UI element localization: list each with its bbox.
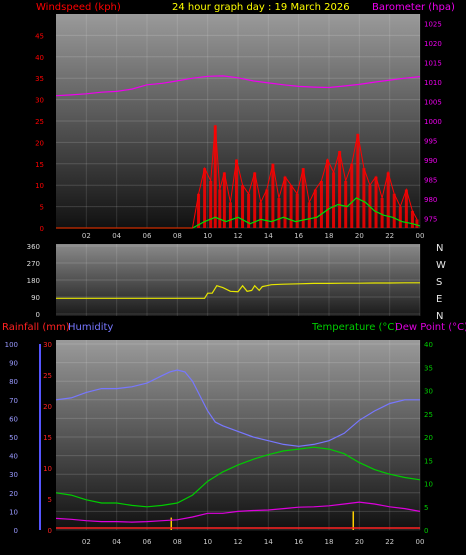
direction-tick-label: 360 <box>27 243 40 251</box>
wind-tick-label: 40 <box>35 54 44 62</box>
wind-tick-label: 20 <box>35 139 44 147</box>
barometer-axis-label: Barometer (hpa) <box>372 2 455 13</box>
temperature-tick-label: 25 <box>424 411 433 419</box>
temp-x-tick-label: 22 <box>385 538 394 546</box>
wind-ticks: 0 5 10 15 20 25 30 35 40 45 <box>35 32 44 233</box>
humidity-tick-label: 60 <box>9 415 18 423</box>
wind-x-tick-label: 00 <box>416 232 425 240</box>
compass-label: S <box>436 277 442 288</box>
barometer-ticks: 975 980 985 990 995 1000 1005 1010 1015 1020 1025 <box>424 21 442 224</box>
temp-x-tick-label: 20 <box>355 538 364 546</box>
wind-tick-label: 5 <box>40 204 44 212</box>
rainfall-tick-label: 10 <box>43 465 52 473</box>
temperature-tick-label: 15 <box>424 457 433 465</box>
wind-axis-label: Windspeed (kph) <box>36 2 121 13</box>
humidity-tick-label: 10 <box>9 508 18 516</box>
wind-x-tick-label: 02 <box>82 232 91 240</box>
direction-tick-label: 90 <box>31 294 40 302</box>
compass-label: W <box>436 260 446 271</box>
humidity-tick-label: 100 <box>5 341 18 349</box>
rainfall-tick-label: 15 <box>43 434 52 442</box>
wind-tick-label: 10 <box>35 182 44 190</box>
rainfall-axis-label: Rainfall (mm) <box>2 322 70 333</box>
wind-x-tick-label: 06 <box>143 232 152 240</box>
rainfall-tick-label: 5 <box>48 496 52 504</box>
wind-x-tick-label: 14 <box>264 232 273 240</box>
compass-label: E <box>436 294 442 305</box>
temperature-tick-label: 0 <box>424 527 428 535</box>
chart-title: 24 hour graph day : 19 March 2026 <box>172 2 350 13</box>
barometer-tick-label: 1005 <box>424 99 442 107</box>
wind-x-tick-label: 18 <box>325 232 334 240</box>
rainfall-tick-label: 30 <box>43 341 52 349</box>
temperature-ticks: 0 5 10 15 20 25 30 35 40 <box>424 341 433 535</box>
barometer-tick-label: 990 <box>424 157 437 165</box>
direction-tick-label: 270 <box>27 260 40 268</box>
rainfall-ticks: 0 5 10 15 20 25 30 <box>43 341 52 535</box>
direction-ticks: 0 90 180 270 360 <box>27 243 40 319</box>
temp-x-tick-label: 14 <box>264 538 273 546</box>
barometer-tick-label: 1025 <box>424 21 442 29</box>
humidity-tick-label: 20 <box>9 490 18 498</box>
humidity-tick-label: 50 <box>9 434 18 442</box>
temp-x-tick-label: 08 <box>173 538 182 546</box>
temperature-tick-label: 10 <box>424 481 433 489</box>
rainfall-tick-label: 25 <box>43 372 52 380</box>
humidity-tick-label: 90 <box>9 360 18 368</box>
temp-panel-x-ticks: 02 04 06 08 10 12 14 16 18 20 22 00 <box>82 538 425 546</box>
humidity-ticks: 0 10 20 30 40 50 60 70 80 90 100 <box>5 341 18 535</box>
dewpoint-axis-label: Dew Point (°C) <box>395 322 466 333</box>
barometer-tick-label: 1020 <box>424 40 442 48</box>
compass-label: N <box>436 243 443 254</box>
direction-tick-label: 180 <box>27 277 40 285</box>
rainfall-tick-label: 0 <box>48 527 52 535</box>
temperature-tick-label: 5 <box>424 504 428 512</box>
temperature-tick-label: 35 <box>424 364 433 372</box>
wind-tick-label: 45 <box>35 32 44 40</box>
wind-tick-label: 15 <box>35 161 44 169</box>
wind-x-tick-label: 22 <box>385 232 394 240</box>
humidity-axis-label: Humidity <box>68 322 113 333</box>
wind-tick-label: 0 <box>40 225 44 233</box>
wind-tick-label: 25 <box>35 118 44 126</box>
barometer-tick-label: 1000 <box>424 118 442 126</box>
humidity-tick-label: 30 <box>9 471 18 479</box>
wind-x-tick-label: 12 <box>234 232 243 240</box>
humidity-tick-label: 80 <box>9 378 18 386</box>
wind-x-tick-label: 08 <box>173 232 182 240</box>
barometer-tick-label: 985 <box>424 176 437 184</box>
wind-panel-x-ticks: 02 04 06 08 10 12 14 16 18 20 22 00 <box>82 232 425 240</box>
barometer-tick-label: 975 <box>424 215 437 223</box>
temp-x-tick-label: 12 <box>234 538 243 546</box>
temperature-tick-label: 40 <box>424 341 433 349</box>
temperature-axis-label: Temperature (°C) <box>311 322 398 333</box>
temperature-tick-label: 30 <box>424 388 433 396</box>
barometer-tick-label: 1010 <box>424 79 442 87</box>
temp-x-tick-label: 00 <box>416 538 425 546</box>
wind-x-tick-label: 16 <box>294 232 303 240</box>
temperature-tick-label: 20 <box>424 434 433 442</box>
humidity-tick-label: 70 <box>9 397 18 405</box>
wind-tick-label: 30 <box>35 97 44 105</box>
temp-x-tick-label: 18 <box>325 538 334 546</box>
wind-x-tick-label: 04 <box>112 232 121 240</box>
wind-tick-label: 35 <box>35 75 44 83</box>
humidity-tick-label: 0 <box>14 527 18 535</box>
barometer-tick-label: 980 <box>424 196 437 204</box>
temp-x-tick-label: 06 <box>143 538 152 546</box>
compass-label: N <box>436 311 443 322</box>
barometer-tick-label: 995 <box>424 137 437 145</box>
direction-tick-label: 0 <box>36 311 40 319</box>
barometer-tick-label: 1015 <box>424 60 442 68</box>
temp-x-tick-label: 10 <box>203 538 212 546</box>
temp-x-tick-label: 02 <box>82 538 91 546</box>
temp-x-tick-label: 04 <box>112 538 121 546</box>
humidity-tick-label: 40 <box>9 453 18 461</box>
temp-x-tick-label: 16 <box>294 538 303 546</box>
rainfall-tick-label: 20 <box>43 403 52 411</box>
wind-x-tick-label: 20 <box>355 232 364 240</box>
wind-x-tick-label: 10 <box>203 232 212 240</box>
